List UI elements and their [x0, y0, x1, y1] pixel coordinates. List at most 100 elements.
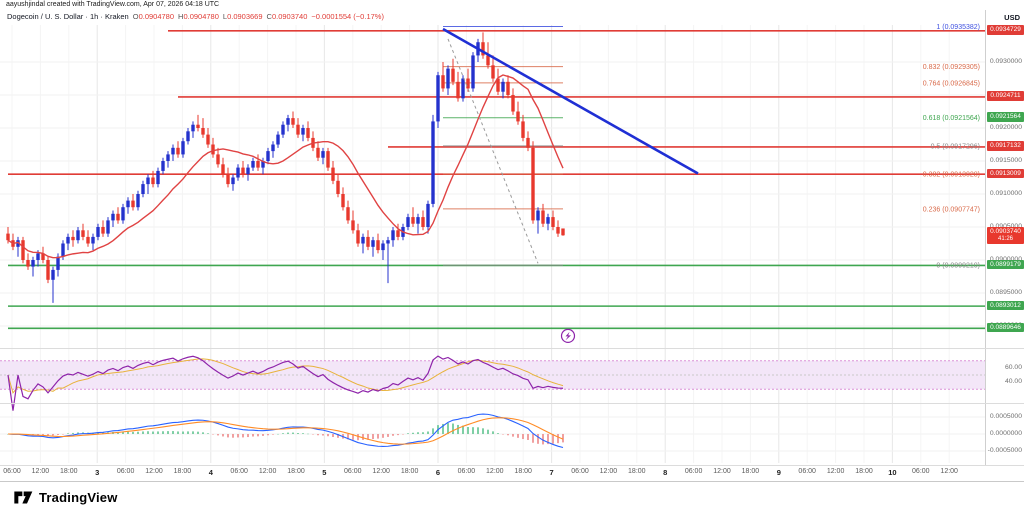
- price-level-tag: 0.0924711: [987, 91, 1024, 101]
- tradingview-logo-icon[interactable]: [13, 490, 33, 505]
- panel-separator[interactable]: [0, 403, 1024, 404]
- time-axis-label: 18:00: [60, 468, 78, 475]
- scale-tick: 0.0920000: [989, 124, 1022, 131]
- moving-average-line: [7, 74, 564, 259]
- scale-tick: 60.00: [1004, 363, 1022, 371]
- ohlc-value: 0.0904780: [183, 12, 219, 21]
- fib-level-label[interactable]: 0.5 (0.0917296): [931, 143, 980, 150]
- time-axis[interactable]: 06:00 12:00 18:00 3 06:00 12:00 18:00 4 06:00 12:…: [0, 466, 985, 480]
- time-axis-label: 06:00: [571, 468, 589, 475]
- ohlc-value: 0.0903740: [271, 12, 308, 21]
- time-axis-label: 18:00: [741, 468, 760, 475]
- ohlc-key: C: [266, 12, 272, 21]
- fib-guide-line[interactable]: [447, 38, 539, 264]
- time-axis-label: 06:00: [344, 468, 362, 475]
- time-axis-label: 18:00: [628, 468, 646, 475]
- fib-level-label[interactable]: 0.832 (0.0929305): [923, 64, 980, 71]
- ohlc-value: 0.0904780: [138, 12, 175, 21]
- chart-canvas[interactable]: 1 (0.0935382) 0.832 (0.0929305) 0.764 (0.0…: [0, 0, 985, 482]
- macd-signal-line: [7, 417, 564, 445]
- scale-tick: 0.0000000: [989, 430, 1022, 437]
- price-level-tag: 0.0893012: [987, 300, 1024, 311]
- scale-tick: 40.00: [1004, 378, 1022, 386]
- time-axis-label: 06:00: [230, 468, 248, 475]
- ohlc-values: O0.0904780 H0.0904780 L0.0903669 C0.0903740…: [129, 12, 384, 21]
- ohlc-value: 0.0903669: [227, 12, 263, 21]
- time-axis-label: 3: [95, 468, 100, 477]
- time-axis-label: 10: [888, 468, 897, 477]
- fib-level-label[interactable]: 0.618 (0.0921564): [923, 115, 980, 122]
- scale-tick: 0.0930000: [989, 58, 1022, 66]
- rsi-ma-line: [7, 358, 564, 394]
- time-axis-label: 9: [776, 468, 781, 477]
- candles: [6, 32, 565, 303]
- price-level-tag: 0.0917132: [987, 141, 1024, 151]
- time-axis-label: 12:00: [486, 468, 504, 475]
- time-axis-label: 4: [208, 468, 213, 477]
- price-level-tag: 0.0889646: [987, 322, 1024, 333]
- fib-level-label[interactable]: 1 (0.0935382): [936, 24, 980, 31]
- bar-countdown: 41:26: [997, 235, 1013, 242]
- price-level-tag: 0.0921564: [987, 112, 1024, 122]
- price-scale[interactable]: USD 0.09300000.09250000.09200000.0915000…: [985, 10, 1024, 466]
- time-axis-label: 06:00: [798, 468, 816, 475]
- time-axis-label: 18:00: [173, 468, 192, 475]
- scale-tick: -0.0005000: [987, 447, 1022, 455]
- current-price-tag: 0.0903740 41:26: [987, 227, 1024, 244]
- chart-legend[interactable]: Dogecoin / U. S. Dollar · 1h · Kraken O0.…: [7, 12, 384, 21]
- time-axis-label: 5: [322, 468, 327, 477]
- currency-label: USD: [1004, 13, 1020, 22]
- tradingview-wordmark[interactable]: TradingView: [39, 489, 118, 505]
- change-value: −0.0001554 (−0.17%): [311, 12, 384, 21]
- price-level-tag: 0.0899179: [987, 259, 1024, 270]
- fib-level-label[interactable]: 0.764 (0.0926845): [923, 80, 980, 87]
- time-axis-label: 18:00: [400, 468, 419, 475]
- scale-tick: 0.0910000: [989, 190, 1022, 197]
- ohlc-key: L: [222, 12, 228, 21]
- macd-line: [7, 413, 564, 449]
- panel-separator[interactable]: [0, 465, 1024, 466]
- time-axis-label: 06:00: [684, 468, 703, 475]
- lightning-icon[interactable]: [560, 328, 576, 343]
- rsi-band: [0, 360, 985, 390]
- time-axis-label: 8: [663, 468, 668, 477]
- price-level-tag: 0.0913009: [987, 168, 1024, 179]
- time-axis-label: 12:00: [258, 468, 277, 475]
- time-axis-label: 12:00: [31, 468, 50, 475]
- time-axis-label: 12:00: [372, 468, 390, 475]
- macd-histogram: [7, 423, 564, 445]
- scale-tick: 0.0915000: [989, 157, 1022, 164]
- symbol-title: Dogecoin / U. S. Dollar · 1h · Kraken: [7, 12, 129, 21]
- time-axis-label: 06:00: [912, 468, 930, 475]
- attribution-text: aayushjindal created with TradingView.co…: [6, 1, 220, 8]
- time-axis-label: 12:00: [713, 468, 731, 475]
- trendline[interactable]: [442, 27, 699, 175]
- gridlines: [0, 25, 985, 463]
- time-axis-label: 12:00: [145, 468, 163, 475]
- scale-tick: 0.0900000: [990, 256, 1022, 263]
- scale-tick: 0.0895000: [989, 288, 1022, 296]
- time-axis-label: 6: [435, 468, 441, 477]
- footer-bar: TradingView: [0, 481, 1024, 512]
- panel-separator[interactable]: [0, 348, 1024, 349]
- fib-level-label[interactable]: 0 (0.0899210): [936, 263, 980, 270]
- time-axis-label: 06:00: [116, 468, 135, 475]
- time-axis-label: 06:00: [457, 468, 476, 475]
- rsi-line: [7, 355, 564, 411]
- time-axis-label: 12:00: [826, 468, 845, 475]
- scale-tick: 0.0005000: [989, 412, 1022, 420]
- price-level-tag: 0.0934729: [987, 25, 1024, 35]
- fib-level-label[interactable]: 0.382 (0.0913028): [923, 172, 980, 179]
- time-axis-label: 18:00: [287, 468, 305, 475]
- ohlc-key: H: [178, 12, 184, 21]
- scale-tick: 0.0905000: [990, 223, 1022, 230]
- time-axis-label: 18:00: [514, 468, 532, 475]
- time-axis-label: 12:00: [940, 468, 958, 475]
- ohlc-key: O: [132, 12, 139, 21]
- time-axis-label: 12:00: [599, 468, 618, 475]
- time-axis-label: 06:00: [3, 468, 21, 475]
- time-axis-label: 7: [549, 468, 554, 477]
- fib-level-label[interactable]: 0.236 (0.0907747): [923, 206, 980, 213]
- time-axis-label: 18:00: [855, 468, 873, 475]
